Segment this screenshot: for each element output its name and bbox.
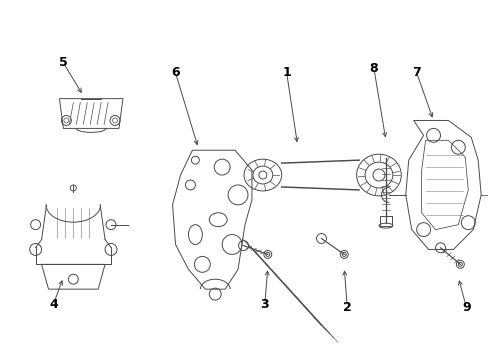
Text: 9: 9	[462, 301, 470, 314]
Text: 2: 2	[343, 301, 352, 314]
Text: 6: 6	[171, 66, 180, 79]
Text: 3: 3	[261, 297, 269, 311]
Text: 4: 4	[49, 297, 58, 311]
Text: 7: 7	[412, 66, 421, 79]
Text: 8: 8	[369, 62, 378, 75]
Text: 1: 1	[282, 66, 291, 79]
Text: 5: 5	[59, 57, 68, 69]
